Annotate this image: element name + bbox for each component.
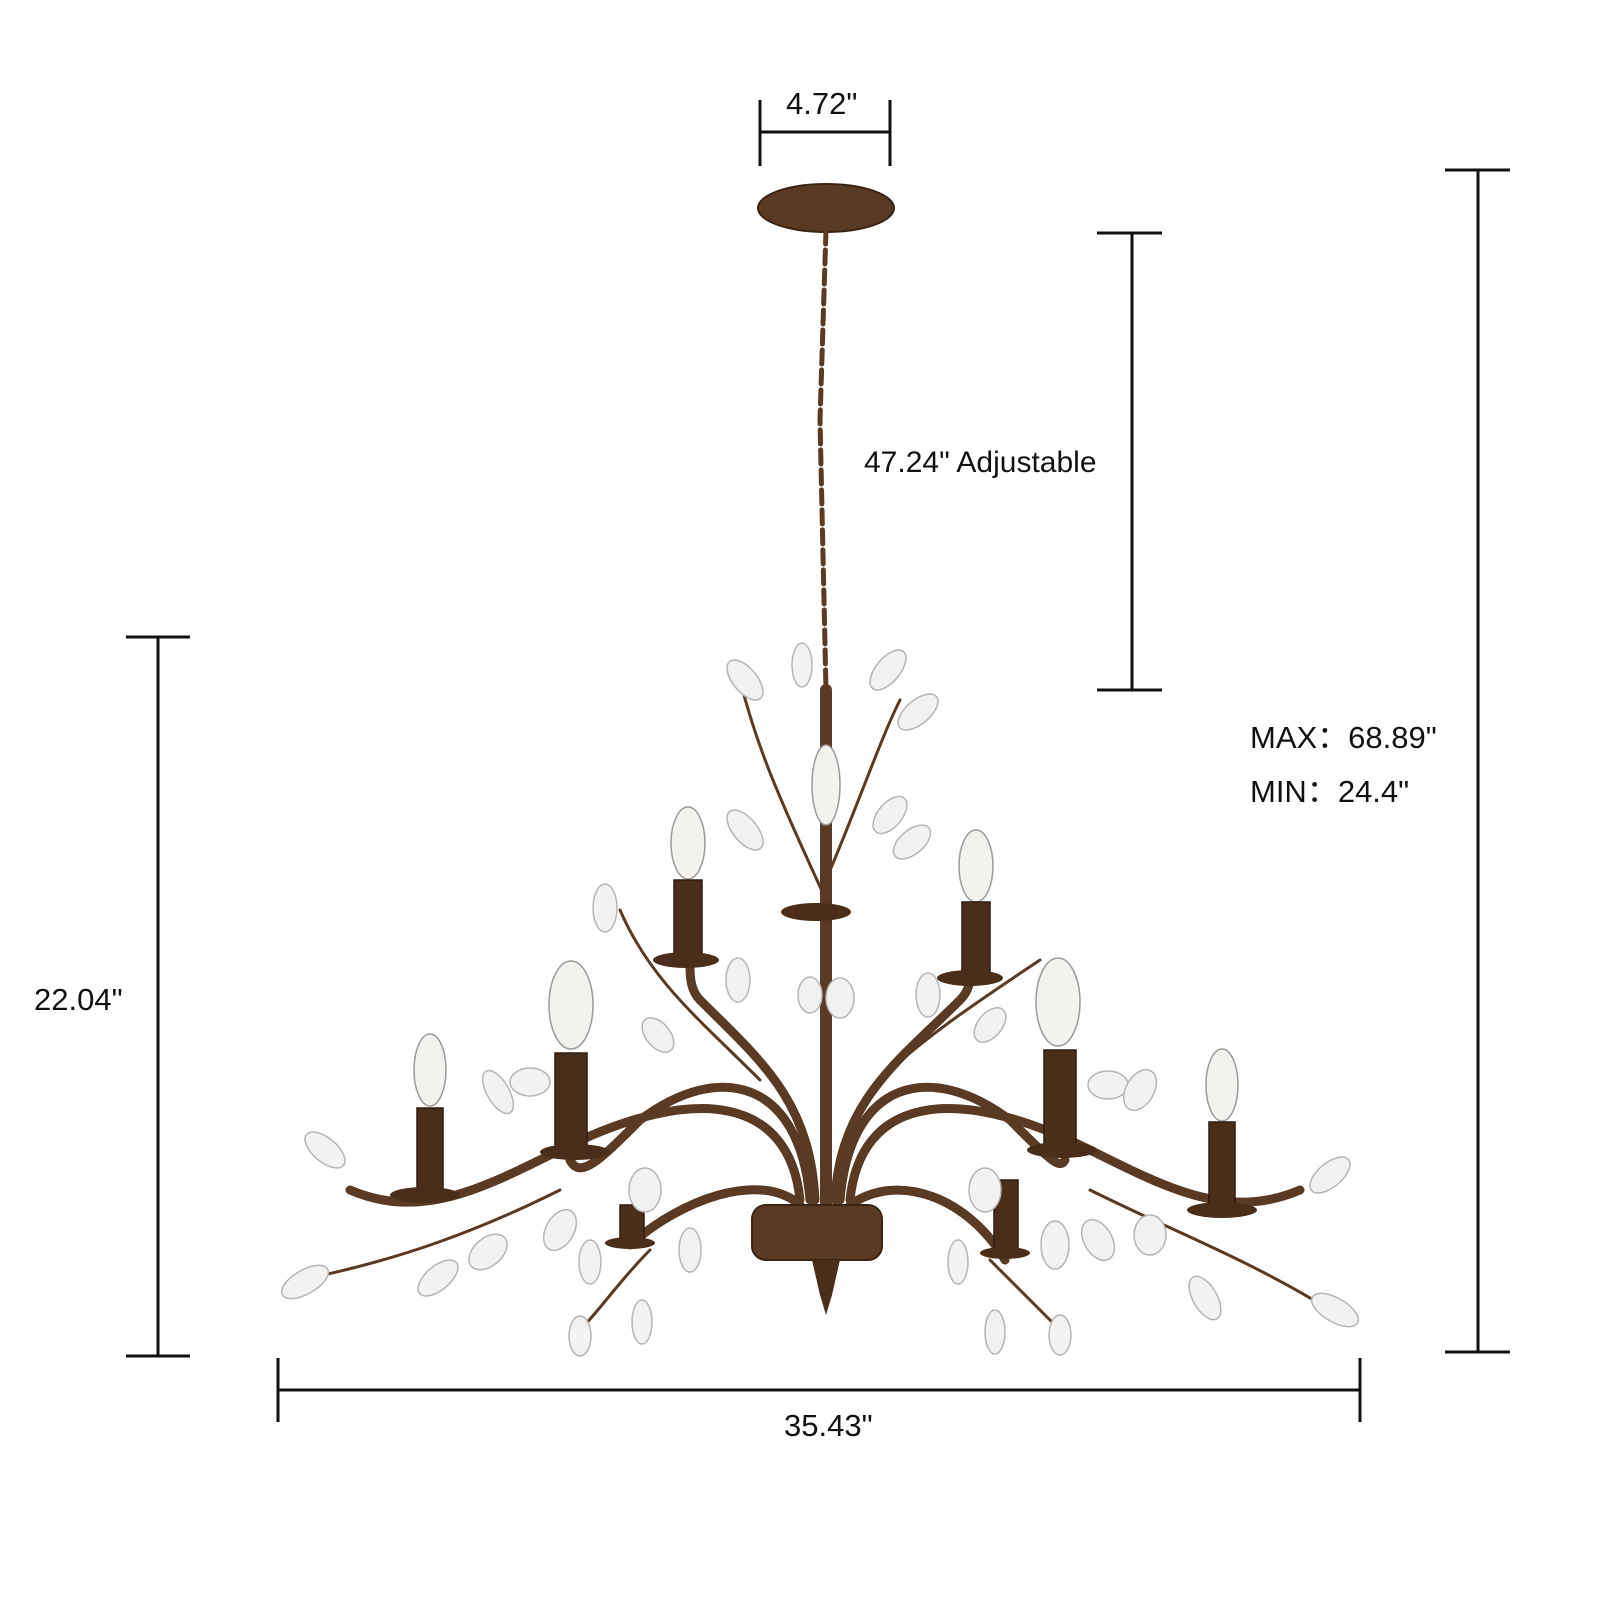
candle-light	[1027, 957, 1097, 1158]
candle-light	[937, 829, 1003, 986]
body-width-label: 35.43"	[784, 1408, 873, 1443]
candle-light	[390, 1033, 460, 1203]
crystals	[280, 642, 1360, 1357]
candle-light	[1187, 1048, 1257, 1218]
min-height-label: MIN：24.4"	[1250, 774, 1410, 809]
max-height-label: MAX：68.89"	[1250, 720, 1437, 755]
ceiling-canopy	[757, 183, 895, 233]
body-width-dimension-line	[276, 1358, 1362, 1422]
total-height-dimension-line	[1445, 168, 1510, 1354]
canopy-width-dimension-line	[758, 100, 892, 166]
body-height-label: 22.04"	[34, 982, 123, 1017]
body-height-dimension-line	[126, 635, 190, 1358]
center-cup	[781, 903, 851, 921]
canopy-width-label: 4.72"	[786, 86, 858, 121]
center-crystal	[811, 744, 841, 826]
chain-length-label: 47.24" Adjustable	[864, 446, 1097, 479]
candle-lights	[390, 744, 1257, 1259]
candle-light	[653, 806, 719, 968]
chain-length-dimension-line	[1097, 231, 1162, 692]
candle-light	[540, 960, 610, 1160]
finial	[812, 1260, 840, 1315]
chandelier-arms	[345, 960, 1305, 1265]
chain	[817, 227, 829, 693]
center-body	[751, 1204, 883, 1261]
decorative-branches	[298, 678, 1332, 1332]
